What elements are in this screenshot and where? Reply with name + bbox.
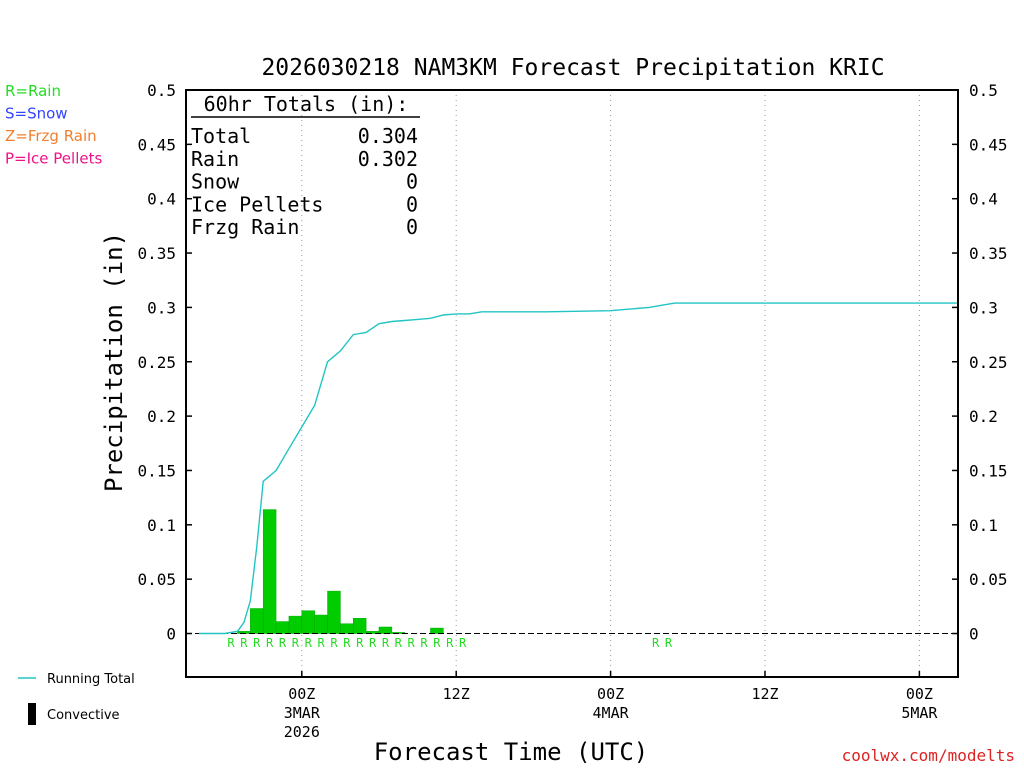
precip-bar [353, 618, 367, 634]
ptype-marker: R [240, 636, 248, 650]
y-tick-label-right: 0.45 [969, 135, 1008, 154]
ptype-marker: R [266, 636, 274, 650]
ptype-marker: R [369, 636, 377, 650]
y-tick-label-right: 0.2 [969, 407, 998, 426]
y-tick-label-left: 0.4 [147, 190, 176, 209]
x-axis-label: Forecast Time (UTC) [374, 738, 649, 766]
x-tick-label: 00Z [288, 685, 315, 703]
totals-row-value: 0.302 [358, 147, 418, 171]
ptype-marker: R [382, 636, 390, 650]
totals-row-value: 0 [406, 170, 418, 194]
totals-box: 60hr Totals (in): Total 0.304 Rain 0.302 Sno… [191, 92, 420, 239]
y-axis-label: Precipitation (in) [100, 232, 128, 492]
y-tick-label-right: 0 [969, 625, 979, 644]
precip-bar [340, 623, 354, 634]
ptype-marker: R [305, 636, 313, 650]
y-tick-label-left: 0.35 [137, 244, 176, 263]
totals-row-value: 0 [406, 192, 418, 216]
y-tick-label-left: 0.1 [147, 516, 176, 535]
y-tick-label-left: 0.15 [137, 461, 176, 480]
ptype-marker: R [292, 636, 300, 650]
plot-frame [185, 89, 959, 678]
y-tick-label-right: 0.15 [969, 461, 1008, 480]
y-tick-label-right: 0.5 [969, 81, 998, 100]
y-tick-label-left: 0.3 [147, 298, 176, 317]
x-tick-label: 2026 [284, 723, 320, 741]
x-tick-label: 00Z [597, 685, 624, 703]
ptype-marker: R [317, 636, 325, 650]
y-tick-label-right: 0.3 [969, 298, 998, 317]
legend-bar-swatch [28, 703, 36, 725]
x-tick-label: 12Z [443, 685, 470, 703]
y-tick-label-left: 0.5 [147, 81, 176, 100]
precip-bar [275, 621, 290, 634]
precip-bar [327, 590, 341, 634]
totals-row-label: Rain [191, 147, 239, 171]
ptype-legend-item: S=Snow [5, 105, 68, 123]
ptype-marker: R [343, 636, 351, 650]
precip-bar [250, 608, 264, 634]
ptype-marker: R [227, 636, 235, 650]
totals-row-label: Ice Pellets [191, 192, 323, 216]
credit-text: coolwx.com/modelts [842, 746, 1015, 765]
totals-row-value: 0 [406, 215, 418, 239]
precip-bar [262, 509, 277, 634]
ptype-marker: R [459, 636, 467, 650]
x-tick-label: 00Z [906, 685, 933, 703]
series-legend: Running Total Convective [18, 672, 135, 725]
x-tick-label: 3MAR [284, 704, 321, 722]
ptype-marker: R [446, 636, 454, 650]
precip-bar [430, 627, 444, 634]
y-tick-label-left: 0.2 [147, 407, 176, 426]
ptype-legend-item: P=Ice Pellets [5, 150, 102, 168]
y-tick-label-left: 0.45 [137, 135, 176, 154]
y-tick-label-right: 0.35 [969, 244, 1008, 263]
ptype-legend-item: R=Rain [5, 82, 61, 100]
ptype-legend-item: Z=Frzg Rain [5, 127, 97, 145]
y-tick-label-left: 0.25 [137, 353, 176, 372]
ptype-marker: R [253, 636, 261, 650]
legend-label: Convective [47, 708, 120, 723]
precip-bar [301, 610, 315, 634]
legend-label: Running Total [47, 672, 135, 687]
y-tick-label-left: 0.05 [137, 570, 176, 589]
ptype-marker: R [330, 636, 338, 650]
y-tick-label-right: 0.05 [969, 570, 1008, 589]
y-axis-left: 0 0.05 0.1 0.15 0.2 0.25 0.3 0.35 0.4 0.45 0.5 [137, 81, 192, 644]
y-tick-label-right: 0.4 [969, 190, 998, 209]
totals-row-label: Snow [191, 170, 240, 194]
ptype-marker: R [395, 636, 403, 650]
totals-row-label: Frzg Rain [191, 215, 299, 239]
totals-row-value: 0.304 [358, 124, 418, 148]
ptype-marker: R [279, 636, 287, 650]
y-tick-label-right: 0.25 [969, 353, 1008, 372]
bar-series [237, 509, 444, 634]
ptype-marker: R [408, 636, 416, 650]
ptype-marker: R [652, 636, 660, 650]
totals-rows: Total 0.304 Rain 0.302 Snow 0 Ice Pellets 0 Frzg… [191, 124, 418, 239]
precip-bar [314, 614, 328, 634]
x-tick-label: 4MAR [593, 704, 630, 722]
precip-bar [378, 626, 393, 634]
ptype-marker: R [665, 636, 673, 650]
ptype-marker: R [433, 636, 441, 650]
x-tick-label: 12Z [751, 685, 778, 703]
chart-title: 2026030218 NAM3KM Forecast Precipitation… [261, 55, 884, 81]
y-tick-label-right: 0.1 [969, 516, 998, 535]
totals-header: 60hr Totals (in): [204, 92, 409, 116]
precip-bar [288, 615, 303, 634]
totals-row-label: Total [191, 124, 251, 148]
x-tick-label: 5MAR [901, 704, 938, 722]
ptype-marker: R [420, 636, 428, 650]
y-axis-right: 0 0.05 0.1 0.15 0.2 0.25 0.3 0.35 0.4 0.45 0.5 [952, 81, 1008, 644]
ptype-marker: R [356, 636, 364, 650]
ptype-legend: R=Rain S=Snow Z=Frzg Rain P=Ice Pellets [5, 82, 102, 168]
running-total-line [198, 302, 958, 635]
y-tick-label-left: 0 [166, 625, 176, 644]
